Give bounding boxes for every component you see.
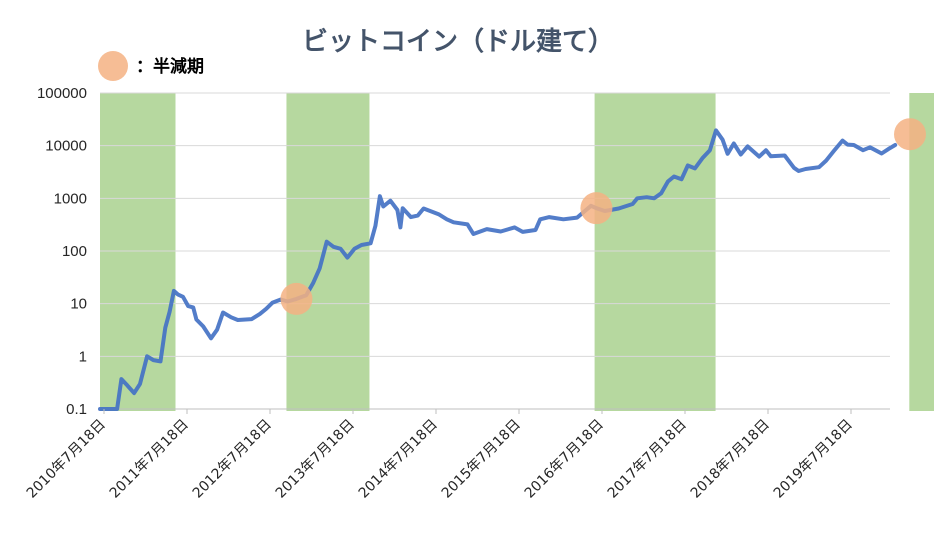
x-axis-ticks: 2010年7月18日2011年7月18日2012年7月18日2013年7月18日… bbox=[24, 409, 856, 502]
legend-halving-label: ：半減期 bbox=[136, 56, 204, 77]
x-tick-label-3: 2013年7月18日 bbox=[273, 417, 358, 502]
shaded-period-1 bbox=[100, 93, 176, 411]
y-tick-label-6: 100000 bbox=[37, 85, 87, 102]
x-tick-label-5: 2015年7月18日 bbox=[439, 417, 524, 502]
y-tick-label-4: 1000 bbox=[54, 190, 87, 207]
y-tick-label-2: 10 bbox=[70, 296, 87, 313]
halving-marker-1 bbox=[280, 282, 313, 315]
y-tick-label-1: 1 bbox=[79, 348, 87, 365]
halving-markers bbox=[280, 118, 926, 315]
y-tick-label-3: 100 bbox=[62, 243, 87, 260]
price-series bbox=[98, 128, 898, 411]
price-line bbox=[98, 128, 898, 411]
y-axis-ticks: 0.1 1 10 100 1000 10000 100000 bbox=[37, 85, 87, 418]
x-tick-label-2: 2012年7月18日 bbox=[190, 417, 275, 502]
x-tick-label-6: 2016年7月18日 bbox=[522, 417, 607, 502]
shaded-period-3 bbox=[594, 93, 716, 411]
legend-halving-marker bbox=[98, 51, 128, 81]
x-tick-label-7: 2017年7月18日 bbox=[605, 417, 690, 502]
y-tick-label-5: 10000 bbox=[45, 138, 87, 155]
y-gridlines bbox=[100, 92, 890, 410]
shaded-period-2 bbox=[286, 93, 370, 411]
x-tick-label-8: 2018年7月18日 bbox=[688, 417, 773, 502]
x-tick-label-0: 2010年7月18日 bbox=[24, 417, 109, 502]
shaded-periods bbox=[100, 93, 934, 411]
x-tick-label-4: 2014年7月18日 bbox=[356, 417, 441, 502]
chart-title: ビットコイン（ドル建て） bbox=[302, 27, 614, 57]
x-tick-label-1: 2011年7月18日 bbox=[107, 417, 192, 502]
x-tick-label-9: 2019年7月18日 bbox=[771, 417, 856, 502]
halving-marker-2 bbox=[580, 192, 613, 225]
halving-marker-3 bbox=[894, 118, 926, 151]
y-tick-label-0: 0.1 bbox=[66, 401, 87, 418]
